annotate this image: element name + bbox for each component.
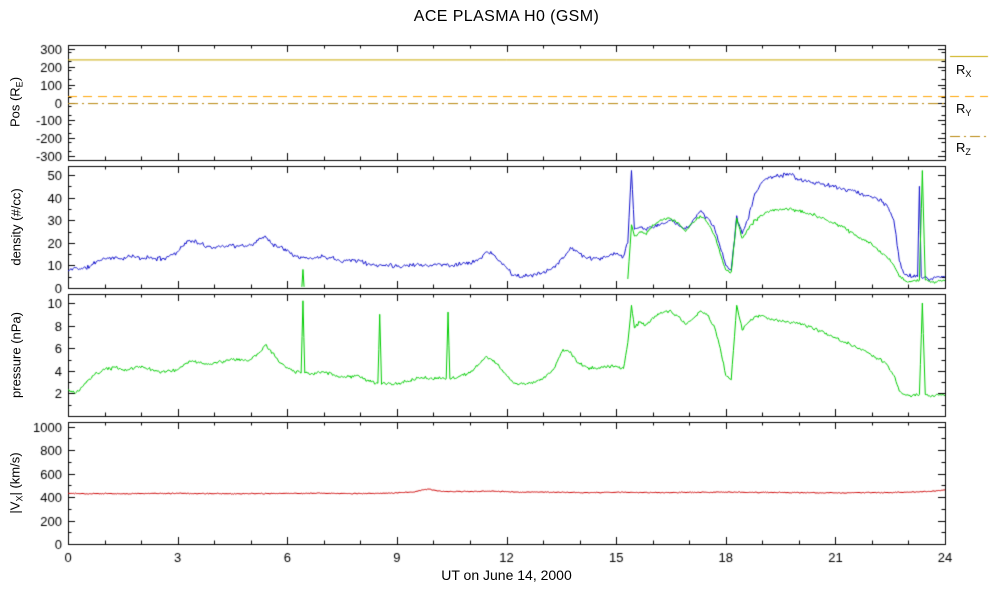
y-axis-label-velocity-sub: X bbox=[14, 495, 25, 502]
legend-ry-sub: Y bbox=[965, 108, 972, 118]
y-axis-label-density: density (#/cc) bbox=[8, 188, 24, 266]
y-axis-label-position-pre: Pos (R bbox=[7, 87, 23, 128]
y-axis-label-velocity: |VX| (km/s) bbox=[8, 452, 25, 513]
legend-rz-pre: R bbox=[956, 140, 966, 155]
legend-rz-sub: Z bbox=[965, 147, 971, 157]
y-axis-label-pressure: pressure (nPa) bbox=[8, 312, 24, 398]
legend-rx-pre: R bbox=[956, 62, 966, 77]
y-axis-label-velocity-pre: |V bbox=[7, 501, 23, 514]
y-axis-label-position-post: ) bbox=[7, 76, 23, 82]
y-axis-label-position: Pos (RE) bbox=[8, 77, 25, 127]
y-axis-label-position-sub: E bbox=[14, 81, 25, 88]
legend-label-rz: RZ bbox=[956, 140, 971, 157]
legend-rx-sub: X bbox=[965, 69, 972, 79]
y-axis-label-velocity-post: | (km/s) bbox=[7, 452, 23, 496]
legend-label-rx: RX bbox=[956, 62, 971, 79]
legend-ry-pre: R bbox=[956, 101, 966, 116]
legend-label-ry: RY bbox=[956, 101, 971, 118]
chart-title: ACE PLASMA H0 (GSM) bbox=[413, 8, 600, 25]
x-axis-label: UT on June 14, 2000 bbox=[441, 567, 572, 583]
